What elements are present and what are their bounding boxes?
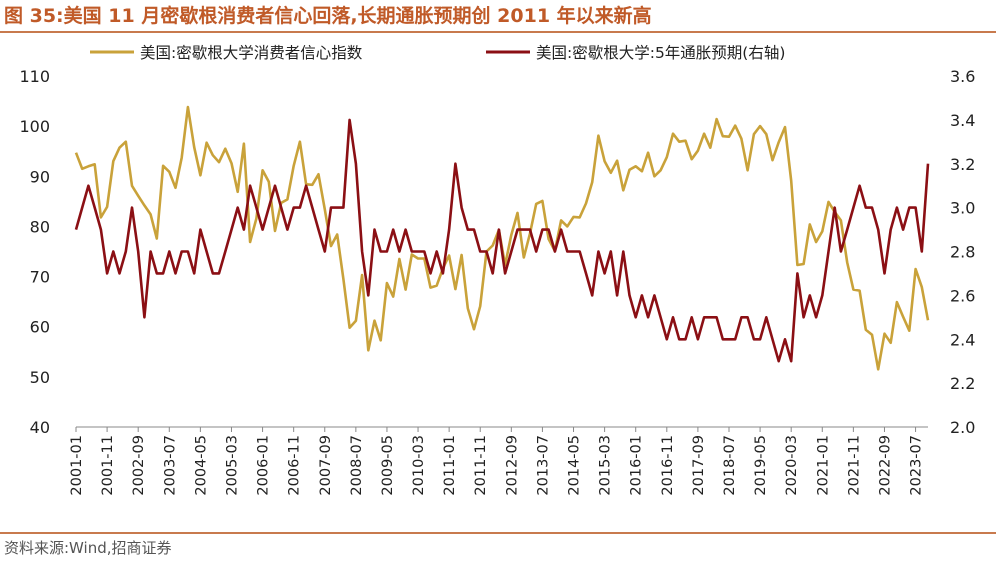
x-tick-label: 2021-01 bbox=[815, 435, 831, 496]
footer-divider bbox=[0, 532, 996, 534]
x-tick-label: 2019-05 bbox=[753, 435, 769, 496]
source-note: 资料来源:Wind,招商证券 bbox=[4, 539, 172, 557]
x-tick-label: 2009-05 bbox=[380, 435, 396, 496]
x-tick-label: 2012-09 bbox=[504, 435, 520, 496]
x-tick-label: 2022-09 bbox=[877, 435, 893, 496]
x-tick-label: 2007-09 bbox=[318, 435, 334, 496]
y-right-tick-label: 2.6 bbox=[950, 286, 975, 305]
y-left-tick-label: 50 bbox=[30, 368, 50, 387]
legend-label: 美国:密歇根大学消费者信心指数 bbox=[140, 44, 363, 62]
y-axis-right: 2.0 2.2 2.4 2.6 2.8 3.0 3.2 3.4 3.6 bbox=[950, 67, 975, 437]
x-tick-label: 2016-01 bbox=[629, 435, 645, 496]
y-right-tick-label: 2.0 bbox=[950, 418, 975, 437]
x-tick-label: 2005-03 bbox=[224, 435, 240, 496]
y-left-tick-label: 40 bbox=[30, 418, 50, 437]
y-right-tick-label: 3.4 bbox=[950, 111, 975, 130]
y-left-tick-label: 70 bbox=[30, 268, 50, 287]
x-tick-label: 2011-01 bbox=[442, 435, 458, 496]
y-left-tick-label: 80 bbox=[30, 217, 50, 236]
x-tick-label: 2004-05 bbox=[193, 435, 209, 496]
x-tick-label: 2006-11 bbox=[287, 435, 303, 496]
y-left-tick-label: 110 bbox=[19, 67, 50, 86]
y-axis-left: 40 50 60 70 80 90 100 110 bbox=[19, 67, 50, 437]
legend-label: 美国:密歇根大学:5年通胀预期(右轴) bbox=[536, 44, 785, 62]
y-right-tick-label: 2.4 bbox=[950, 330, 975, 349]
x-tick-label: 2003-07 bbox=[162, 435, 178, 496]
y-right-tick-label: 2.8 bbox=[950, 243, 975, 262]
title-divider bbox=[0, 31, 996, 33]
x-tick-label: 2008-07 bbox=[349, 435, 365, 496]
x-tick-label: 2014-05 bbox=[567, 435, 583, 496]
y-left-tick-label: 90 bbox=[30, 167, 50, 186]
series-line-inflation-expectation bbox=[74, 118, 930, 363]
x-tick-label: 2016-11 bbox=[660, 435, 676, 496]
x-tick-label: 2018-07 bbox=[722, 435, 738, 496]
x-axis: 2001-01 2001-11 2002-09 2003-07 2004-05 2005-… bbox=[69, 427, 925, 496]
chart-title: 图 35:美国 11 月密歇根消费者信心回落,长期通胀预期创 2011 年以来新… bbox=[4, 5, 652, 27]
x-tick-label: 2002-09 bbox=[131, 435, 147, 496]
x-tick-label: 2023-07 bbox=[909, 435, 925, 496]
series-lines bbox=[74, 105, 930, 371]
y-left-tick-label: 60 bbox=[30, 318, 50, 337]
legend: 美国:密歇根大学消费者信心指数 美国:密歇根大学:5年通胀预期(右轴) bbox=[90, 44, 785, 62]
y-left-tick-label: 100 bbox=[19, 117, 50, 136]
x-tick-label: 2015-03 bbox=[598, 435, 614, 496]
y-right-tick-label: 3.6 bbox=[950, 67, 975, 86]
x-tick-label: 2020-03 bbox=[784, 435, 800, 496]
y-right-tick-label: 3.0 bbox=[950, 199, 975, 218]
x-tick-label: 2006-01 bbox=[256, 435, 272, 496]
x-tick-label: 2013-07 bbox=[535, 435, 551, 496]
y-right-tick-label: 2.2 bbox=[950, 374, 975, 393]
x-tick-label: 2001-11 bbox=[100, 435, 116, 496]
y-right-tick-label: 3.2 bbox=[950, 155, 975, 174]
x-tick-label: 2017-09 bbox=[691, 435, 707, 496]
x-tick-label: 2010-03 bbox=[411, 435, 427, 496]
x-tick-label: 2011-11 bbox=[473, 435, 489, 496]
x-tick-label: 2001-01 bbox=[69, 435, 85, 496]
x-tick-label: 2021-11 bbox=[846, 435, 862, 496]
